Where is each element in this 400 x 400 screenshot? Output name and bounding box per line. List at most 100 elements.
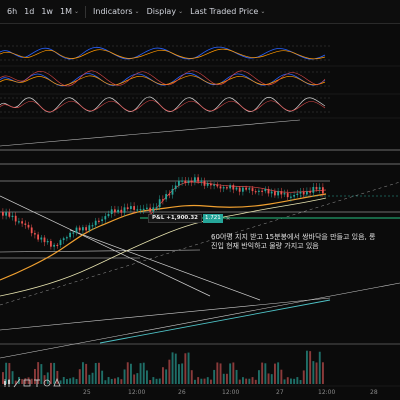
candle-body [165, 194, 167, 200]
timeframe-1w[interactable]: 1w [41, 7, 53, 16]
volume-bar [203, 378, 206, 384]
candle-body [181, 180, 183, 182]
price-source-label: Last Traded Price [190, 7, 259, 16]
candle-body [216, 184, 219, 187]
timeframe-1m[interactable]: 1M ⌄ [60, 7, 79, 16]
volume-bar [94, 363, 97, 384]
volume-bar [302, 370, 305, 384]
candle-body [50, 241, 52, 247]
position-quantity: 1.721 [203, 214, 223, 223]
candle-body [133, 206, 135, 210]
volume-bar [78, 369, 81, 384]
volume-bar [226, 373, 228, 384]
position-label[interactable]: P&L +1,900.32 1.721 × [148, 214, 230, 223]
volume-bar [155, 378, 158, 384]
candle-body [187, 180, 190, 183]
candle-body [110, 209, 113, 215]
candle-body [296, 193, 299, 196]
ruler-icon[interactable] [23, 378, 31, 388]
candle-body [274, 191, 276, 196]
display-button[interactable]: Display ⌄ [147, 7, 184, 16]
volume-bar [306, 350, 308, 384]
text-icon[interactable] [33, 378, 41, 388]
volume-bar [210, 379, 212, 384]
candle-body [146, 207, 148, 209]
price-chart[interactable]: 25 12:00 26 12:00 27 12:00 28 [0, 23, 400, 400]
volume-bar [274, 363, 276, 384]
volume-bar [232, 362, 235, 384]
macd-line-1 [0, 96, 326, 113]
volume-bar [27, 377, 30, 384]
candle-body [235, 187, 238, 190]
volume-bar [136, 373, 139, 384]
time-label: 27 [276, 389, 284, 396]
chevron-down-icon: ⌄ [260, 8, 266, 15]
volume-bar [290, 378, 292, 384]
volume-bar [130, 363, 132, 384]
volume-bar [142, 362, 145, 384]
volume-bar [165, 369, 168, 384]
volume-bar [238, 379, 241, 384]
price-source-button[interactable]: Last Traded Price ⌄ [190, 7, 265, 16]
candle-body [270, 191, 273, 194]
volume-bar [62, 377, 65, 384]
oscillator-panel-1 [0, 45, 330, 61]
shapes-icon[interactable] [53, 378, 61, 388]
candles-icon[interactable] [3, 378, 11, 388]
candle-body [78, 227, 81, 231]
candle-body [75, 227, 78, 233]
volume-bar [283, 379, 286, 384]
time-label: 25 [83, 389, 91, 396]
chevron-down-icon: ⌄ [134, 8, 140, 15]
candle-body [117, 209, 119, 213]
candle-body [46, 241, 49, 243]
chevron-down-icon: ⌄ [178, 8, 184, 15]
chart-annotation-note[interactable]: 60이평 지지 받고 15분봉에서 쌍바닥을 만들고 있음, 롱진입 현재 반익… [211, 233, 376, 250]
candle-body [229, 185, 231, 189]
smile-icon[interactable] [43, 378, 51, 388]
volume-bar [8, 363, 11, 384]
timeframe-1d[interactable]: 1d [24, 7, 35, 16]
price-levels [0, 149, 400, 345]
indicators-button[interactable]: Indicators ⌄ [93, 7, 140, 16]
time-label: 26 [178, 389, 186, 396]
volume-bar [158, 378, 161, 384]
candle-body [34, 233, 36, 235]
volume-bar [146, 370, 148, 384]
volume-bar [213, 369, 216, 384]
candle-body [37, 234, 39, 240]
timeframe-6h[interactable]: 6h [7, 7, 18, 16]
close-position-icon[interactable]: × [225, 215, 231, 222]
candle-body [178, 180, 180, 186]
candle-body [261, 190, 263, 192]
candle-body [306, 191, 308, 195]
volume-bar [318, 351, 321, 384]
volume-bar [309, 351, 312, 384]
candle-body [24, 223, 27, 225]
candle-body [286, 193, 289, 198]
volume-bar [219, 363, 222, 384]
volume-bar [267, 373, 270, 384]
volume-bar [149, 380, 152, 384]
candle-body [155, 207, 158, 209]
candle-body [162, 199, 164, 201]
candle-body [222, 187, 225, 189]
candle-body [43, 237, 46, 243]
candle-body [18, 221, 20, 223]
volume-bar [133, 374, 136, 384]
stoch-d-line [0, 48, 326, 60]
macd-line-2 [0, 100, 326, 113]
pen-icon[interactable] [13, 378, 21, 388]
candle-body [277, 191, 279, 196]
candle-body [213, 184, 215, 186]
volume-bar [34, 368, 36, 384]
candle-body [101, 219, 103, 221]
volume-bar [312, 361, 315, 384]
volume-bar [114, 378, 116, 384]
volume-bar [235, 369, 238, 384]
candle-body [174, 185, 177, 189]
volume-bar [82, 362, 84, 384]
volume-bar [216, 362, 219, 384]
volume-bar [200, 378, 203, 384]
candle-body [62, 238, 65, 241]
